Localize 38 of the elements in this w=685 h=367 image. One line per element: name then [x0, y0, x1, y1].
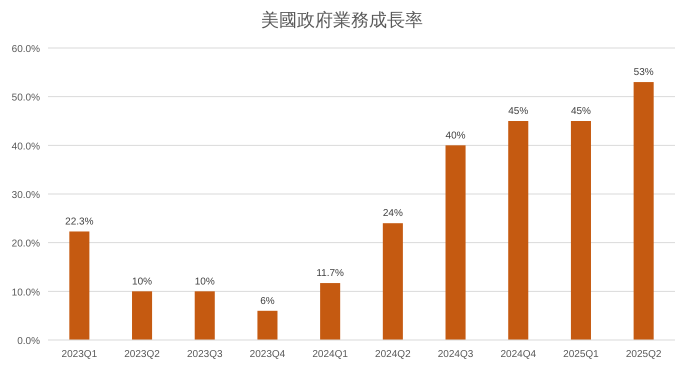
y-tick-label: 0.0% — [17, 336, 40, 347]
data-label: 40% — [446, 130, 466, 142]
data-label: 53% — [634, 67, 654, 78]
data-label: 24% — [382, 208, 403, 220]
data-label: 10% — [194, 276, 215, 288]
x-tick-label: 2023Q2 — [124, 349, 160, 360]
bar — [257, 310, 278, 340]
x-tick-label: 2024Q2 — [375, 349, 412, 360]
y-tick-label: 20.0% — [12, 238, 40, 250]
data-label: 22.3% — [65, 216, 94, 228]
x-tick-label: 2025Q2 — [626, 349, 662, 360]
bar — [382, 223, 403, 340]
bar — [508, 121, 528, 340]
x-tick-label: 2024Q3 — [438, 349, 474, 360]
x-tick-label: 2023Q1 — [62, 349, 98, 360]
x-tick-label: 2023Q4 — [250, 349, 286, 360]
y-tick-label: 40.0% — [12, 141, 40, 152]
y-tick-label: 30.0% — [12, 190, 40, 201]
x-tick-label: 2024Q4 — [500, 349, 536, 360]
bar — [69, 231, 90, 340]
x-tick-label: 2024Q1 — [312, 349, 348, 360]
x-tick-label: 2023Q3 — [186, 349, 223, 360]
data-label: 6% — [260, 296, 275, 307]
x-tick-label: 2025Q1 — [563, 349, 600, 360]
y-tick-label: 60.0% — [12, 44, 40, 55]
data-label: 10% — [132, 276, 152, 288]
bar — [132, 291, 152, 340]
bar — [634, 82, 654, 340]
bar — [446, 145, 466, 340]
data-label: 45% — [570, 106, 592, 117]
data-label: 11.7% — [316, 268, 344, 280]
bar — [570, 121, 591, 340]
chart-title: 美國政府業務成長率 — [261, 10, 423, 30]
data-label: 45% — [508, 106, 528, 117]
y-tick-label: 50.0% — [12, 92, 40, 104]
bar — [320, 283, 340, 340]
bar — [194, 291, 215, 340]
y-tick-label: 10.0% — [12, 287, 40, 298]
